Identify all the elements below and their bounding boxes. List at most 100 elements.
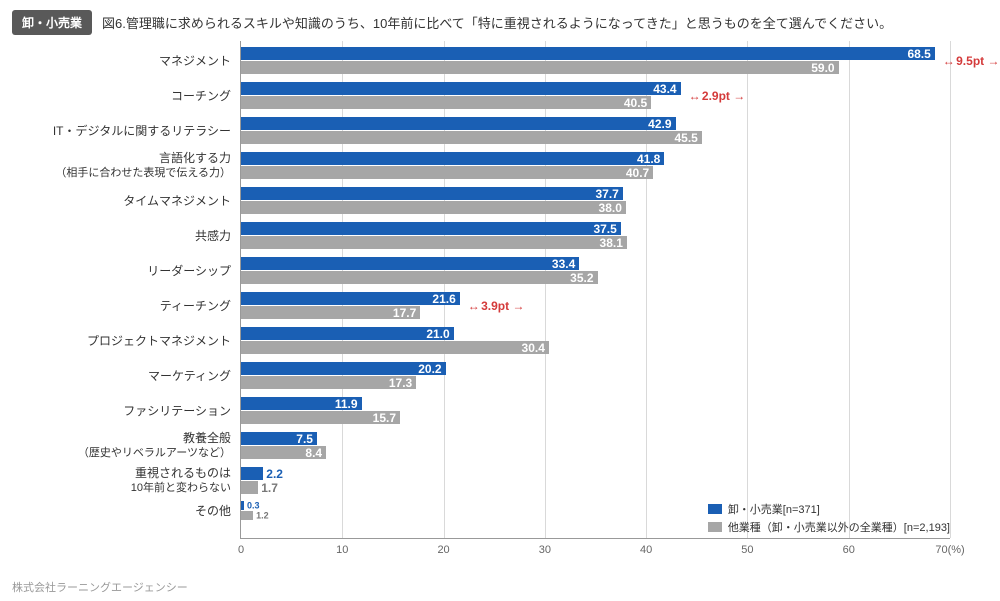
bar-secondary: 38.1	[241, 236, 627, 249]
bar-primary: 11.9	[241, 397, 362, 410]
legend-row-primary: 卸・小売業[n=371]	[708, 501, 950, 517]
chart-title: 図6.管理職に求められるスキルや知識のうち、10年前に比べて「特に重視されるよう…	[102, 13, 892, 32]
value-label-primary: 7.5	[296, 433, 313, 445]
value-label-primary: 42.9	[648, 118, 671, 130]
x-tick-label: 20	[437, 544, 449, 556]
value-label-primary: 2.2	[266, 468, 283, 480]
bar-primary: 42.9	[241, 117, 676, 130]
x-tick-label: 50	[741, 544, 753, 556]
bar-secondary: 17.7	[241, 306, 420, 319]
footer-credit: 株式会社ラーニングエージェンシー	[12, 579, 188, 595]
chart-row: 教養全般（歴史やリベラルアーツなど）7.58.4	[241, 430, 950, 462]
value-label-secondary: 40.5	[624, 97, 647, 109]
bar-secondary: 40.5	[241, 96, 651, 109]
bar-primary: 37.5	[241, 222, 621, 235]
value-label-secondary: 45.5	[674, 132, 697, 144]
legend-swatch-primary	[708, 504, 722, 514]
category-label: プロジェクトマネジメント	[11, 334, 241, 348]
bar-secondary: 45.5	[241, 131, 702, 144]
bar-secondary: 40.7	[241, 166, 653, 179]
category-label: 重視されるものは10年前と変わらない	[11, 466, 241, 496]
legend-swatch-secondary	[708, 522, 722, 532]
category-label: タイムマネジメント	[11, 194, 241, 208]
chart-row: マネジメント68.559.0↔ 9.5pt →	[241, 45, 950, 77]
bar-primary: 68.5	[241, 47, 935, 60]
value-label-secondary: 1.7	[261, 482, 278, 494]
value-label-primary: 37.5	[593, 223, 616, 235]
category-label: ティーチング	[11, 299, 241, 313]
chart-row: リーダーシップ33.435.2	[241, 255, 950, 287]
chart-row: IT・デジタルに関するリテラシー42.945.5	[241, 115, 950, 147]
legend-label-secondary: 他業種（卸・小売業以外の全業種）[n=2,193]	[728, 519, 950, 535]
category-label: 言語化する力（相手に合わせた表現で伝える力）	[11, 151, 241, 181]
value-label-primary: 41.8	[637, 153, 660, 165]
bar-primary: 21.0	[241, 327, 454, 340]
x-tick-label: 70(%)	[935, 544, 964, 556]
chart-header: 卸・小売業 図6.管理職に求められるスキルや知識のうち、10年前に比べて「特に重…	[0, 0, 1000, 41]
bar-secondary: 38.0	[241, 201, 626, 214]
industry-badge: 卸・小売業	[12, 10, 92, 35]
x-tick-label: 30	[539, 544, 551, 556]
diff-annotation: ↔ 2.9pt →	[689, 89, 744, 103]
bar-secondary: 30.4	[241, 341, 549, 354]
category-label: ファシリテーション	[11, 404, 241, 418]
category-label: IT・デジタルに関するリテラシー	[11, 124, 241, 138]
x-tick-label: 10	[336, 544, 348, 556]
legend-row-secondary: 他業種（卸・小売業以外の全業種）[n=2,193]	[708, 519, 950, 535]
value-label-secondary: 17.3	[389, 377, 412, 389]
bar-secondary: 17.3	[241, 376, 416, 389]
value-label-primary: 37.7	[595, 188, 618, 200]
chart-row: 重視されるものは10年前と変わらない2.21.7	[241, 465, 950, 497]
value-label-primary: 43.4	[653, 83, 676, 95]
category-label: 教養全般（歴史やリベラルアーツなど）	[11, 431, 241, 461]
value-label-secondary: 35.2	[570, 272, 593, 284]
value-label-primary: 20.2	[418, 363, 441, 375]
grid-line	[950, 41, 951, 538]
chart-row: タイムマネジメント37.738.0	[241, 185, 950, 217]
value-label-secondary: 30.4	[522, 342, 545, 354]
chart-row: コーチング43.440.5↔ 2.9pt →	[241, 80, 950, 112]
x-tick-label: 40	[640, 544, 652, 556]
value-label-primary: 68.5	[907, 48, 930, 60]
x-tick-label: 0	[238, 544, 244, 556]
category-label: コーチング	[11, 89, 241, 103]
diff-annotation: ↔ 9.5pt →	[943, 54, 998, 68]
value-label-secondary: 17.7	[393, 307, 416, 319]
bar-secondary: 59.0	[241, 61, 839, 74]
category-label: マネジメント	[11, 54, 241, 68]
value-label-primary: 21.6	[432, 293, 455, 305]
value-label-secondary: 59.0	[811, 62, 834, 74]
bar-primary: 0.3	[241, 501, 244, 510]
value-label-secondary: 8.4	[305, 447, 322, 459]
value-label-primary: 21.0	[426, 328, 449, 340]
bar-primary: 43.4	[241, 82, 681, 95]
x-tick-label: 60	[843, 544, 855, 556]
chart-row: プロジェクトマネジメント21.030.4	[241, 325, 950, 357]
category-label: リーダーシップ	[11, 264, 241, 278]
bar-primary: 7.5	[241, 432, 317, 445]
category-label: その他	[11, 504, 241, 518]
legend-label-primary: 卸・小売業[n=371]	[728, 501, 820, 517]
value-label-primary: 0.3	[247, 501, 260, 510]
bar-primary: 41.8	[241, 152, 664, 165]
chart-row: マーケティング20.217.3	[241, 360, 950, 392]
bar-secondary: 15.7	[241, 411, 400, 424]
bar-secondary: 8.4	[241, 446, 326, 459]
value-label-secondary: 15.7	[373, 412, 396, 424]
bar-secondary: 1.7	[241, 481, 258, 494]
value-label-secondary: 38.1	[600, 237, 623, 249]
chart-area: 010203040506070(%)マネジメント68.559.0↔ 9.5pt …	[240, 41, 980, 561]
bar-secondary: 35.2	[241, 271, 598, 284]
plot: 010203040506070(%)マネジメント68.559.0↔ 9.5pt …	[240, 41, 950, 539]
chart-row: 言語化する力（相手に合わせた表現で伝える力）41.840.7	[241, 150, 950, 182]
bar-primary: 21.6	[241, 292, 460, 305]
category-label: マーケティング	[11, 369, 241, 383]
diff-annotation: ↔ 3.9pt →	[468, 299, 523, 313]
chart-row: 共感力37.538.1	[241, 220, 950, 252]
value-label-primary: 33.4	[552, 258, 575, 270]
value-label-secondary: 38.0	[599, 202, 622, 214]
chart-row: ファシリテーション11.915.7	[241, 395, 950, 427]
bar-primary: 33.4	[241, 257, 579, 270]
category-label: 共感力	[11, 229, 241, 243]
value-label-secondary: 1.2	[256, 511, 269, 520]
